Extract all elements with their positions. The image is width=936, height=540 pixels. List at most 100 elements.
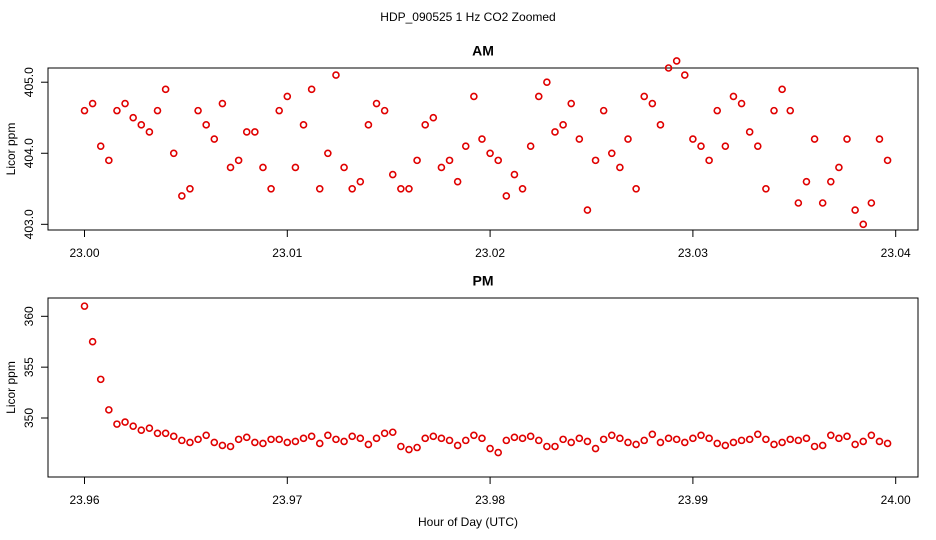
x-tick-label: 23.96 xyxy=(69,493,99,507)
point xyxy=(786,435,795,444)
point xyxy=(632,440,640,449)
point xyxy=(161,429,170,438)
point xyxy=(291,163,300,172)
point xyxy=(413,443,421,452)
point xyxy=(632,184,640,193)
point xyxy=(802,434,811,443)
x-axis-label: Hour of Day (UTC) xyxy=(418,515,518,529)
point xyxy=(607,149,616,158)
point xyxy=(340,437,348,446)
point xyxy=(689,434,697,443)
point xyxy=(875,135,884,143)
point xyxy=(299,434,308,443)
point xyxy=(113,420,121,428)
point xyxy=(729,92,738,101)
point xyxy=(502,436,511,445)
point xyxy=(559,121,567,129)
point xyxy=(486,444,494,453)
point xyxy=(883,156,892,165)
point xyxy=(356,434,365,443)
point xyxy=(275,435,283,444)
y-axis-label: Licor ppm xyxy=(4,361,18,414)
point xyxy=(770,440,778,449)
point xyxy=(380,429,389,438)
point xyxy=(534,436,543,445)
point xyxy=(486,149,494,158)
point xyxy=(429,432,438,441)
point xyxy=(883,439,892,448)
point xyxy=(88,99,97,108)
point xyxy=(153,106,162,115)
point xyxy=(518,434,527,443)
point xyxy=(96,142,105,150)
point xyxy=(575,135,584,143)
point xyxy=(105,156,113,165)
y-tick-label: 350 xyxy=(22,408,36,428)
point xyxy=(324,431,332,440)
point xyxy=(194,106,202,115)
point xyxy=(202,121,210,129)
point xyxy=(470,92,478,101)
point xyxy=(575,434,584,443)
x-tick-label: 23.03 xyxy=(678,246,708,260)
point xyxy=(583,437,592,446)
point xyxy=(121,418,129,426)
point xyxy=(543,78,551,87)
point xyxy=(80,106,89,115)
point xyxy=(202,431,210,440)
point xyxy=(364,440,373,449)
point xyxy=(737,99,746,108)
point xyxy=(80,302,89,310)
plot-frame xyxy=(47,297,919,478)
plot-frame xyxy=(47,67,919,231)
point xyxy=(421,121,430,129)
point xyxy=(680,438,689,447)
point xyxy=(178,436,186,445)
point xyxy=(380,106,389,115)
point xyxy=(348,184,356,193)
point xyxy=(624,438,632,447)
point xyxy=(291,437,300,446)
point xyxy=(640,436,649,445)
point xyxy=(591,444,600,453)
point xyxy=(721,142,730,150)
point xyxy=(372,434,381,443)
point xyxy=(445,156,454,165)
x-tick-label: 23.98 xyxy=(475,493,505,507)
point xyxy=(859,220,868,229)
point xyxy=(510,433,519,442)
point xyxy=(267,435,275,444)
point xyxy=(397,442,405,451)
point xyxy=(494,448,503,457)
point xyxy=(875,437,884,446)
point xyxy=(583,206,592,214)
point xyxy=(753,430,762,439)
x-tick-label: 23.00 xyxy=(69,246,99,260)
point xyxy=(478,434,486,443)
point xyxy=(762,435,770,444)
y-tick-label: 405.0 xyxy=(22,67,36,97)
point xyxy=(810,135,819,143)
point xyxy=(129,113,137,122)
point xyxy=(640,92,649,101)
x-tick-label: 23.97 xyxy=(272,493,302,507)
point xyxy=(745,435,754,444)
point xyxy=(259,163,267,172)
point xyxy=(794,199,803,207)
point xyxy=(315,439,324,448)
point xyxy=(478,135,486,143)
point xyxy=(437,163,446,172)
point xyxy=(251,438,259,447)
point xyxy=(607,431,616,440)
point xyxy=(721,441,730,450)
point xyxy=(648,99,657,108)
point xyxy=(672,435,681,444)
y-tick-label: 355 xyxy=(22,357,36,377)
point xyxy=(88,337,97,346)
point xyxy=(567,438,576,447)
point xyxy=(826,431,835,440)
point xyxy=(534,92,543,101)
point xyxy=(461,142,470,150)
point xyxy=(810,442,819,451)
point xyxy=(218,441,227,450)
